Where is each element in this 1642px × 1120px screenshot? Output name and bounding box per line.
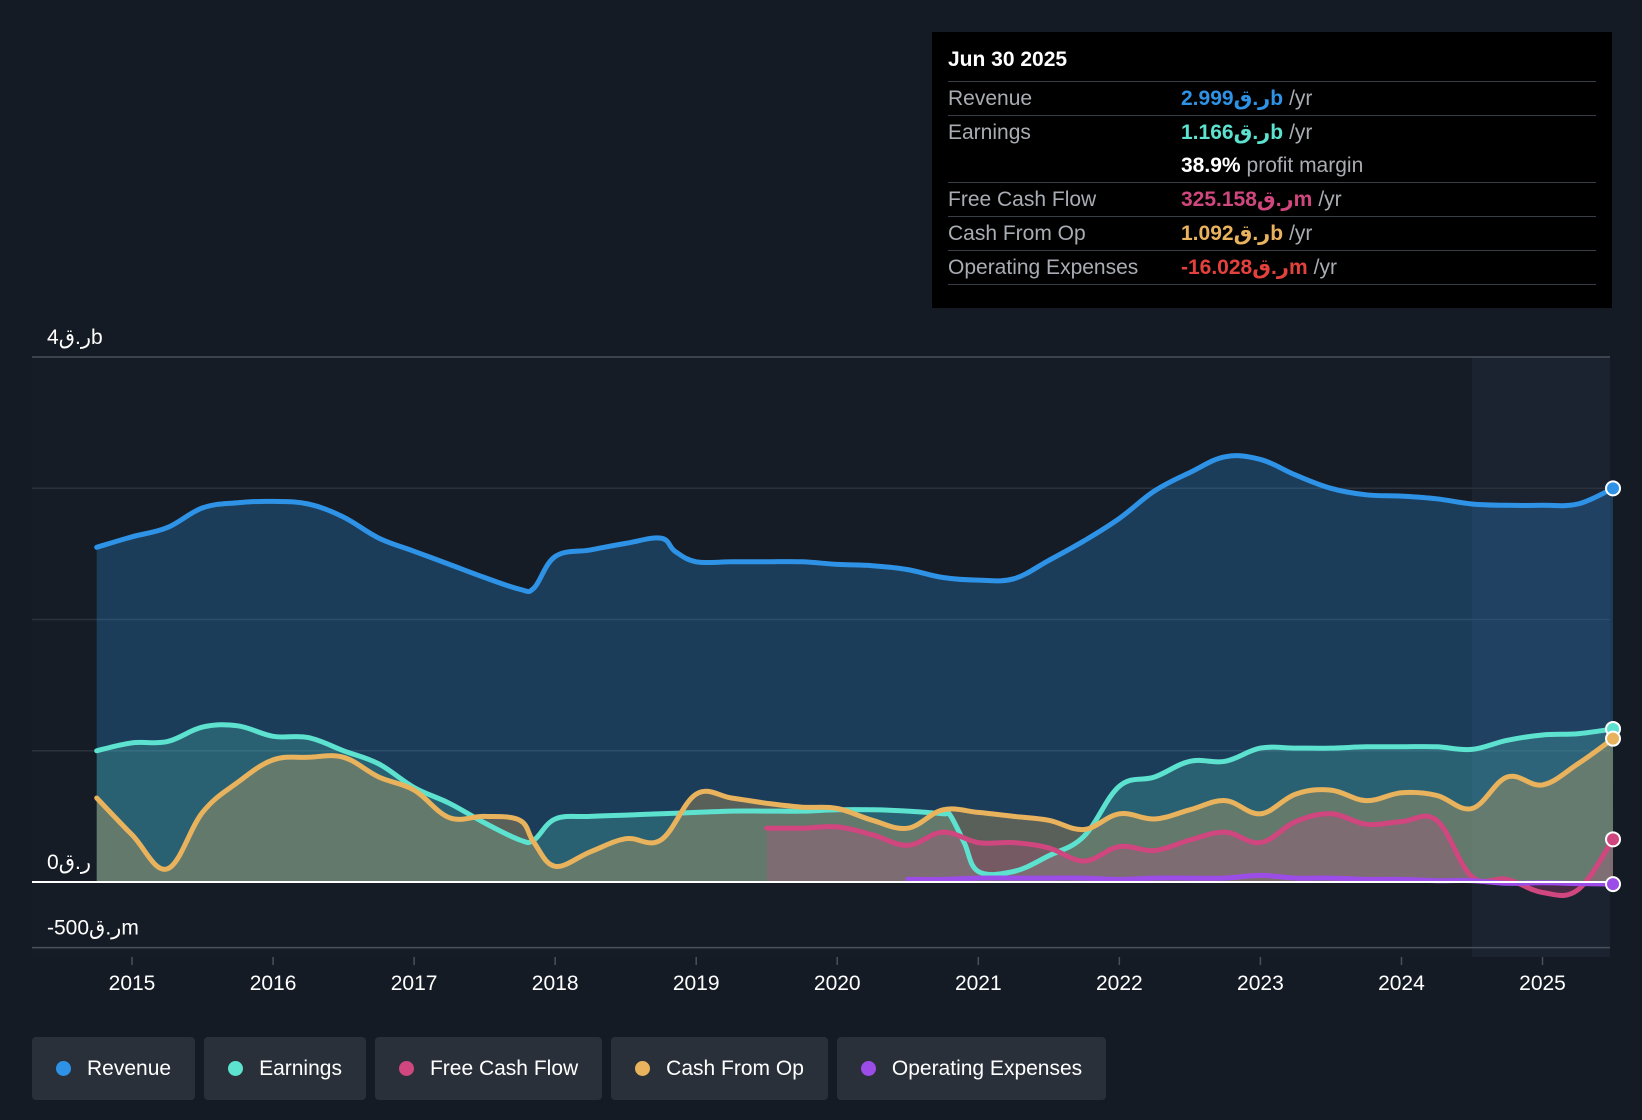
tooltip-label: Revenue xyxy=(948,86,1033,110)
series-endpoints xyxy=(1605,480,1622,893)
legend-dot-icon xyxy=(228,1061,244,1076)
legend-item-cash-from-op[interactable]: Cash From Op xyxy=(611,1037,828,1100)
tooltip-row-revenue: Revenue 2.999ر.قb /yr xyxy=(948,81,1596,115)
x-tick-label: 2019 xyxy=(673,972,720,995)
cash-from-op-line xyxy=(94,736,1616,872)
tooltip-row-cash-from-op: Cash From Op 1.092ر.قb /yr xyxy=(948,216,1596,250)
plot-background xyxy=(32,357,1610,957)
legend-label: Free Cash Flow xyxy=(429,1056,579,1080)
tooltip-value: 1.092ر.قb xyxy=(1181,222,1284,245)
legend-label: Earnings xyxy=(259,1056,342,1080)
tooltip-unit: /yr xyxy=(1289,120,1313,144)
legend-dot-icon xyxy=(860,1061,876,1076)
x-axis-labels: 2015 2016 2017 2018 2019 2020 2021 2022 2023 2024… xyxy=(109,957,1566,995)
tooltip-label: Cash From Op xyxy=(948,221,1086,245)
tooltip-unit: /yr xyxy=(1289,221,1313,245)
tooltip-value: 325.158ر.قm xyxy=(1181,188,1313,211)
x-tick-label: 2022 xyxy=(1096,972,1143,995)
free-cash-flow-area xyxy=(766,813,1614,896)
legend-item-revenue[interactable]: Revenue xyxy=(32,1037,196,1100)
tooltip-row-operating-expenses: Operating Expenses -16.028ر.قm /yr xyxy=(948,250,1596,285)
forecast-region xyxy=(1471,357,1610,957)
revenue-line xyxy=(94,453,1616,595)
legend-dot-icon xyxy=(635,1061,651,1076)
tooltip-value: 2.999ر.قb xyxy=(1181,87,1284,110)
tooltip-date: Jun 30 2025 xyxy=(948,48,1068,71)
legend-label: Cash From Op xyxy=(666,1056,804,1080)
legend-item-operating-expenses[interactable]: Operating Expenses xyxy=(836,1037,1107,1100)
x-tick-label: 2021 xyxy=(955,972,1002,995)
revenue-endpoint xyxy=(1605,480,1622,497)
tooltip-label: Earnings xyxy=(948,120,1031,144)
tooltip-unit: /yr xyxy=(1313,255,1337,279)
legend-label: Operating Expenses xyxy=(891,1056,1083,1080)
legend: Revenue Earnings Free Cash Flow Cash Fro… xyxy=(32,1037,1107,1100)
tooltip-value: 1.166ر.قb xyxy=(1181,121,1284,144)
y-axis-label: 4ر.قb xyxy=(47,326,103,349)
free-cash-flow-endpoint xyxy=(1605,831,1622,848)
gridlines xyxy=(32,356,1610,949)
cash-from-op-area xyxy=(96,738,1614,882)
tooltip-row-profit-margin: 38.9% profit margin xyxy=(948,149,1596,182)
tooltip-label: Operating Expenses xyxy=(948,255,1139,279)
x-tick-label: 2018 xyxy=(532,972,579,995)
revenue-area xyxy=(96,455,1614,882)
earnings-area xyxy=(96,724,1614,882)
x-tick-label: 2017 xyxy=(391,972,438,995)
x-tick-label: 2020 xyxy=(814,972,861,995)
x-tick-label: 2024 xyxy=(1378,972,1425,995)
cash-from-op-endpoint xyxy=(1605,730,1622,747)
y-axis-labels: 4ر.قb 0ر.ق -500ر.قm xyxy=(47,326,139,940)
legend-label: Revenue xyxy=(87,1056,172,1080)
tooltip-value: -16.028ر.قm xyxy=(1181,256,1308,279)
x-tick-label: 2025 xyxy=(1519,972,1566,995)
free-cash-flow-line xyxy=(764,811,1616,898)
x-tick-label: 2015 xyxy=(109,972,156,995)
tooltip-row-free-cash-flow: Free Cash Flow 325.158ر.قm /yr xyxy=(948,182,1596,216)
series-areas xyxy=(96,455,1614,896)
legend-dot-icon xyxy=(56,1061,71,1076)
earnings-line xyxy=(94,722,1616,878)
y-axis-label: 0ر.ق xyxy=(47,851,91,874)
legend-item-free-cash-flow[interactable]: Free Cash Flow xyxy=(374,1037,603,1100)
tooltip-value: 38.9% xyxy=(1181,153,1241,177)
tooltip-row-earnings: Earnings 1.166ر.قb /yr xyxy=(948,115,1596,149)
x-tick-label: 2023 xyxy=(1237,972,1284,995)
operating-expenses-endpoint xyxy=(1605,876,1622,893)
legend-item-earnings[interactable]: Earnings xyxy=(204,1037,366,1100)
tooltip-unit: /yr xyxy=(1318,187,1342,211)
tooltip-label: Free Cash Flow xyxy=(948,187,1097,211)
legend-dot-icon xyxy=(398,1061,414,1076)
y-axis-label: -500ر.قm xyxy=(47,917,139,940)
tooltip-panel: Jun 30 2025 Revenue 2.999ر.قb /yr Earnin… xyxy=(932,32,1612,308)
x-tick-label: 2016 xyxy=(250,972,297,995)
tooltip-unit: /yr xyxy=(1289,86,1313,110)
tooltip-unit: profit margin xyxy=(1246,153,1364,177)
